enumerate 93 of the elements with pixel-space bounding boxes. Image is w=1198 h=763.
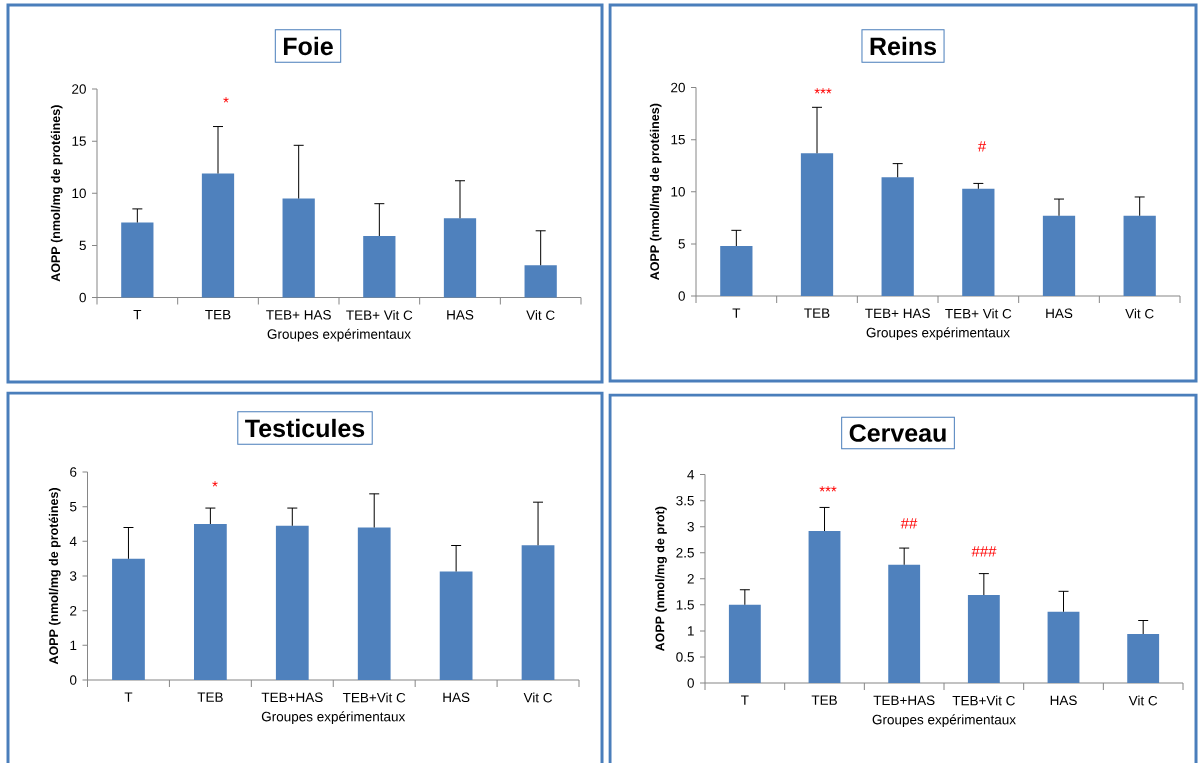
y-tick-label: 1 [688,626,694,636]
y-tick-label: 2 [70,605,77,616]
annotation: *** [819,486,837,492]
y-tick-label: 6 [70,467,77,477]
bar [443,218,477,298]
bar [201,173,235,298]
x-tick-label: Vit C [526,310,555,320]
y-axis-title: AOPP (nmol/mg de protéines) [649,103,662,280]
bar [1123,215,1156,296]
x-tick-label: TEB+HAS [873,695,935,706]
x-tick-label: TEB+HAS [261,692,323,703]
annotation: ### [971,546,997,557]
y-tick-label: 0 [79,292,86,303]
x-tick-label: TEB+ HAS [865,308,930,319]
x-tick-label: TEB [811,695,837,705]
x-tick-label: T [741,695,749,705]
y-tick-label: 5 [69,501,77,512]
y-tick-label: 20 [72,84,86,94]
x-tick-label: HAS [443,692,470,703]
bar [808,530,841,684]
bar [728,604,761,684]
x-tick-label: TEB+Vit C [342,692,406,703]
x-tick-label: TEB [804,308,830,318]
bar [112,558,145,681]
x-axis-title: Groupes expérimentaux [267,328,411,342]
bar [193,524,227,681]
y-tick-label: 5 [678,239,685,249]
annotation: *** [814,88,832,94]
x-axis-title: Groupes expérimentaux [872,714,1016,728]
y-tick-label: 0 [69,675,77,685]
x-tick-label: T [133,310,142,320]
y-axis-title: AOPP (nmol/mg de protéines) [50,105,63,282]
y-tick-label: 5 [79,240,86,251]
bar [357,527,391,681]
bar [967,594,1000,684]
bar [521,545,555,681]
bar [275,525,309,681]
bar [1042,215,1076,296]
y-tick-label: 4 [687,469,695,480]
y-tick-label: 3 [687,521,694,532]
x-tick-label: Vit C [1125,308,1154,319]
y-tick-label: 0 [678,291,685,301]
annotation: * [212,481,218,487]
x-axis-title: Groupes expérimentaux [866,327,1010,341]
chart-title: Cerveau [849,424,946,442]
y-tick-label: 10 [72,188,86,199]
x-tick-label: TEB+ Vit C [945,308,1012,319]
bar [363,236,396,298]
x-tick-label: HAS [1046,308,1073,319]
y-tick-label: 2 [687,574,694,584]
y-axis-title: AOPP (nmol/mg de protéines) [48,488,61,665]
x-tick-label: TEB+ HAS [266,310,331,320]
bar [439,571,473,681]
bar [121,222,154,298]
bar [720,245,753,296]
x-tick-label: TEB+Vit C [952,695,1015,706]
y-tick-label: 1 [70,640,77,650]
x-tick-label: HAS [447,310,474,320]
y-tick-label: 15 [72,136,86,146]
x-tick-label: Vit C [523,692,553,703]
x-tick-label: TEB [197,692,223,702]
chart-title: Reins [870,36,937,56]
bar [800,153,834,296]
bar [282,198,315,298]
y-tick-label: 2.5 [676,547,694,558]
y-tick-label: 3.5 [676,495,694,506]
x-tick-label: T [124,692,133,702]
y-tick-label: 20 [671,82,685,93]
y-tick-label: 1.5 [676,600,694,610]
annotation: # [977,141,987,152]
bar [888,564,921,684]
bar [881,177,914,296]
y-tick-label: 4 [69,536,77,546]
y-tick-label: 15 [671,134,685,145]
y-tick-label: 10 [671,186,685,197]
bar [1047,611,1080,684]
x-tick-label: HAS [1050,695,1077,706]
bar [962,188,995,296]
y-tick-label: 0 [687,678,694,688]
annotation: * [223,97,229,103]
bar [524,265,557,298]
y-tick-label: 3 [69,571,77,581]
annotation: ## [900,518,918,529]
x-tick-label: TEB [205,310,231,320]
chart-title: Testicules [245,418,365,438]
x-tick-label: T [732,308,741,318]
y-axis-title: AOPP (nmol/mg de prot) [655,506,667,652]
x-tick-label: Vit C [1128,695,1158,706]
x-tick-label: TEB+ Vit C [346,310,413,320]
bar [1127,634,1160,684]
x-axis-title: Groupes expérimentaux [261,711,406,725]
chart-title: Foie [283,36,333,56]
y-tick-label: 0.5 [676,652,694,662]
